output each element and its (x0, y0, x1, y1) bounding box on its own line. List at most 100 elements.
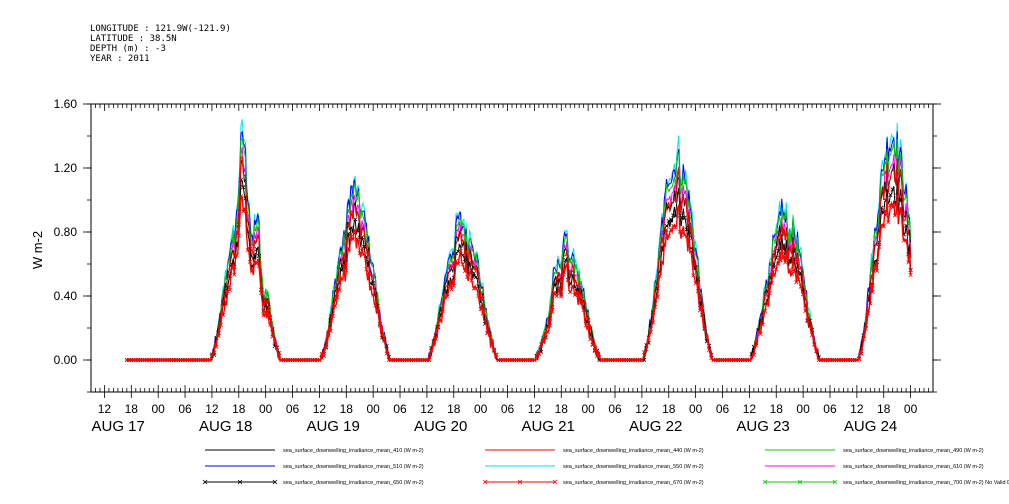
series-marker-7 (595, 353, 600, 359)
series-marker-7 (462, 268, 468, 274)
series-marker-7 (259, 291, 264, 296)
x-tick-label: 06 (178, 402, 192, 416)
series-marker-6 (362, 244, 367, 249)
series-marker-7 (648, 329, 653, 334)
series-marker-7 (536, 351, 541, 356)
series-marker-6 (897, 197, 902, 202)
x-tick-label: 18 (340, 402, 354, 416)
legend-marker (797, 479, 803, 485)
x-tick-label: 00 (366, 402, 380, 416)
x-tick-label: 12 (635, 402, 649, 416)
series-marker-7 (883, 213, 889, 218)
series-marker-7 (597, 355, 602, 360)
series-marker-7 (655, 295, 660, 300)
legend-label: sea_surface_downwelling_irradiance_mean_… (843, 464, 984, 470)
series-marker-7 (489, 339, 494, 344)
series-marker-7 (227, 287, 232, 292)
series-marker-7 (366, 270, 371, 275)
y-tick-label: 1.60 (54, 97, 78, 111)
series-marker-7 (469, 278, 474, 283)
series-marker-7 (877, 244, 882, 249)
series-marker-7 (771, 273, 777, 278)
series-marker-7 (592, 349, 597, 354)
x-day-label: AUG 20 (414, 418, 467, 435)
series-marker-7 (572, 292, 577, 298)
series-marker-7 (693, 281, 698, 286)
series-marker-6 (888, 192, 893, 198)
x-day-label: AUG 21 (521, 418, 574, 435)
series-marker-7 (333, 303, 338, 308)
x-tick-label: 06 (823, 402, 837, 416)
series-marker-7 (859, 351, 864, 356)
series-marker-7 (214, 344, 219, 349)
series-marker-7 (785, 258, 790, 263)
series-marker-6 (353, 217, 358, 222)
series-marker-7 (339, 277, 344, 282)
series-marker-7 (881, 224, 886, 229)
series-marker-7 (886, 220, 891, 225)
legend-label: sea_surface_downwelling_irradiance_mean_… (563, 448, 704, 454)
series-marker-7 (476, 293, 481, 299)
legend-label: sea_surface_downwelling_irradiance_mean_… (283, 448, 424, 454)
series-marker-7 (241, 209, 246, 214)
series-marker-6 (666, 218, 671, 224)
x-tick-label: 06 (501, 402, 515, 416)
series-marker-7 (532, 357, 537, 363)
legend-label: sea_surface_downwelling_irradiance_mean_… (283, 464, 424, 470)
series-marker-7 (483, 318, 488, 323)
series-marker-7 (565, 278, 571, 283)
series-marker-7 (776, 261, 781, 266)
y-tick-label: 0.40 (54, 289, 78, 303)
series-marker-7 (274, 344, 279, 350)
x-tick-label: 06 (608, 402, 622, 416)
series-marker-7 (250, 267, 255, 272)
series-marker-7 (675, 206, 680, 211)
series-marker-7 (863, 326, 868, 331)
series-marker-6 (241, 185, 246, 190)
x-tick-label: 12 (850, 402, 864, 416)
series-marker-7 (691, 273, 696, 278)
series-marker-7 (272, 339, 277, 344)
series-marker-7 (794, 280, 799, 285)
x-tick-label: 06 (393, 402, 407, 416)
series-marker-7 (444, 294, 450, 299)
series-marker-7 (442, 295, 447, 300)
series-marker-7 (247, 259, 253, 264)
x-tick-label: 00 (689, 402, 703, 416)
series-marker-7 (798, 284, 803, 289)
series-marker-7 (375, 307, 380, 312)
series-marker-7 (373, 303, 378, 308)
series-marker-7 (695, 289, 700, 294)
x-tick-label: 18 (125, 402, 139, 416)
series-marker-7 (539, 342, 544, 347)
x-tick-label: 18 (662, 402, 676, 416)
series-marker-7 (221, 312, 226, 317)
series-marker-7 (892, 213, 898, 218)
series-marker-7 (700, 313, 705, 318)
series-marker-6 (371, 281, 376, 286)
x-tick-label: 18 (555, 402, 569, 416)
series-marker-7 (805, 318, 810, 323)
series-marker-7 (487, 333, 492, 338)
y-tick-label: 1.20 (54, 161, 78, 175)
series-marker-6 (664, 223, 669, 228)
series-marker-7 (861, 337, 866, 342)
series-marker-7 (769, 281, 774, 286)
series-marker-7 (563, 264, 568, 269)
series-marker-7 (762, 308, 768, 313)
series-marker-7 (458, 248, 463, 254)
x-tick-label: 18 (877, 402, 891, 416)
header-line-year: YEAR : 2011 (90, 54, 150, 64)
series-marker-7 (371, 292, 376, 297)
x-tick-label: 06 (716, 402, 730, 416)
series-marker-7 (765, 300, 770, 305)
series-marker-7 (474, 285, 479, 291)
series-marker-6 (774, 255, 779, 260)
series-marker-7 (467, 270, 472, 275)
series-marker-7 (438, 317, 443, 322)
series-marker-7 (492, 347, 497, 352)
x-tick-label: 00 (904, 402, 918, 416)
header-line-latitude: LATITUDE : 38.5N (90, 34, 177, 44)
series-marker-7 (890, 205, 895, 210)
